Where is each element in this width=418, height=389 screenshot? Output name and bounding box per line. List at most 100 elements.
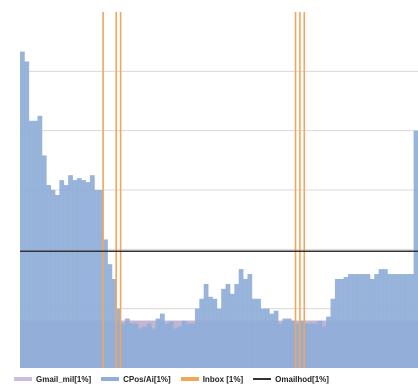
bar	[352, 274, 358, 368]
bar	[216, 308, 222, 368]
bar	[260, 308, 266, 368]
legend-item-band: Gmail_mil[1%]	[14, 375, 91, 384]
bar	[33, 120, 38, 369]
bar	[330, 298, 336, 368]
bar	[138, 328, 143, 368]
bar	[85, 182, 91, 368]
bar	[151, 328, 156, 368]
bar	[396, 274, 401, 368]
bar	[221, 288, 226, 368]
bar	[413, 130, 418, 368]
bar	[304, 323, 310, 368]
bar	[391, 274, 397, 368]
bar	[28, 120, 34, 369]
bar-series	[20, 51, 418, 369]
bar	[41, 155, 47, 368]
bar	[120, 323, 126, 368]
legend-swatch-band	[14, 377, 32, 381]
bar	[107, 264, 113, 368]
bar	[54, 194, 60, 368]
bar	[348, 274, 353, 368]
legend-swatch-bars	[101, 377, 120, 381]
bar	[383, 269, 388, 368]
bar	[168, 321, 174, 368]
bar	[295, 323, 301, 368]
bar	[264, 308, 270, 368]
bar	[378, 269, 384, 368]
bar	[334, 279, 340, 368]
bar	[129, 323, 135, 368]
bar	[409, 274, 415, 368]
legend-label-threshold: Omailhod[1%]	[275, 374, 329, 384]
bar	[282, 318, 288, 368]
bar	[142, 326, 148, 368]
bar	[212, 298, 218, 368]
bar	[291, 320, 296, 368]
bar	[116, 308, 121, 368]
bar	[146, 323, 152, 368]
bar	[251, 298, 257, 368]
bar	[308, 323, 314, 368]
legend-item-events: Inbox [1%]	[180, 374, 244, 384]
bar	[20, 51, 25, 369]
bar	[173, 328, 178, 368]
bar	[339, 279, 345, 368]
bar	[181, 320, 187, 368]
bar	[225, 283, 231, 368]
bar	[269, 313, 275, 368]
legend-label-events: Inbox [1%]	[202, 374, 244, 384]
bar	[256, 298, 261, 368]
bar	[243, 279, 248, 368]
bar	[159, 313, 165, 368]
bar	[203, 283, 209, 368]
legend-swatch-events	[180, 377, 199, 381]
bar	[59, 180, 65, 368]
event-markers	[102, 12, 306, 368]
bar	[369, 279, 375, 368]
bar	[229, 293, 235, 368]
bar	[365, 274, 371, 368]
bar	[404, 274, 410, 368]
bar	[238, 269, 244, 368]
bar	[278, 323, 283, 368]
bar	[208, 296, 213, 368]
bar	[400, 274, 406, 368]
bar	[343, 277, 349, 368]
bar	[76, 178, 82, 368]
legend-label-band: Gmail_mil[1%]	[36, 374, 92, 384]
legend-label-bars: CPos/Ai[1%]	[123, 374, 171, 384]
bar	[98, 190, 104, 368]
bar	[286, 318, 292, 368]
bar	[155, 318, 161, 368]
bar	[326, 316, 331, 368]
bar	[50, 190, 56, 368]
bar	[94, 190, 100, 368]
bar	[46, 185, 52, 368]
bar	[299, 320, 305, 368]
bar	[387, 274, 393, 368]
bar	[124, 318, 130, 368]
bar	[111, 279, 117, 368]
bar	[321, 326, 327, 368]
bar	[89, 175, 95, 368]
legend-swatch-threshold	[253, 378, 272, 380]
bar	[313, 323, 318, 368]
bar	[247, 274, 253, 368]
bar	[37, 115, 43, 368]
bar	[177, 326, 183, 368]
legend-item-bars: CPos/Ai[1%]	[101, 375, 171, 384]
bar	[133, 323, 139, 368]
bar	[317, 320, 323, 368]
bar	[103, 239, 108, 368]
bar	[356, 274, 362, 368]
legend: Gmail_mil[1%] CPos/Ai[1%] Inbox [1%] Oma…	[14, 371, 418, 387]
bar	[273, 310, 279, 368]
bar	[190, 323, 196, 368]
legend-item-threshold: Omailhod[1%]	[253, 375, 329, 384]
bar	[361, 274, 366, 368]
bar	[72, 180, 78, 368]
bar	[194, 308, 200, 368]
bar	[374, 274, 380, 368]
bar	[68, 175, 73, 368]
bar	[199, 298, 205, 368]
